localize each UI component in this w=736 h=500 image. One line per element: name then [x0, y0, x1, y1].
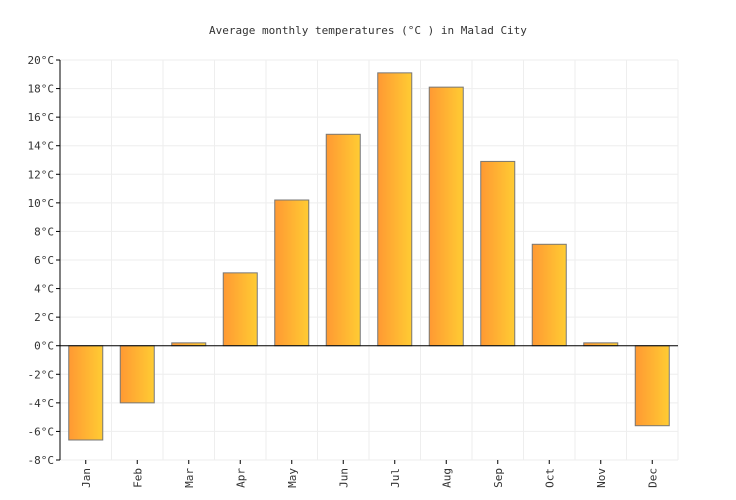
y-tick-label: -6°C — [28, 425, 55, 438]
bar-oct — [531, 243, 567, 347]
x-tick-label: Dec — [646, 468, 659, 488]
bar-apr — [222, 272, 258, 347]
y-tick-label: 8°C — [34, 225, 54, 238]
y-tick-label: 0°C — [34, 340, 54, 353]
x-tick-label: Jul — [389, 468, 402, 488]
y-tick-label: 2°C — [34, 311, 54, 324]
y-tick-label: 18°C — [28, 83, 55, 96]
bar-feb — [119, 345, 155, 404]
chart-title: Average monthly temperatures (°C ) in Ma… — [209, 24, 527, 37]
bar-jun — [325, 133, 361, 347]
bar-sep — [480, 160, 516, 347]
x-tick-label: Jan — [80, 468, 93, 488]
bar-jan — [68, 345, 104, 441]
x-tick-label: Oct — [543, 468, 556, 488]
y-tick-label: 16°C — [28, 111, 55, 124]
x-tick-label: Nov — [595, 468, 608, 488]
y-tick-label: 10°C — [28, 197, 55, 210]
bar-jul — [377, 72, 413, 347]
x-tick-label: Jun — [337, 468, 350, 488]
y-tick-label: 6°C — [34, 254, 54, 267]
bar-may — [274, 199, 310, 347]
y-tick-label: 4°C — [34, 283, 54, 296]
y-tick-label: -2°C — [28, 368, 55, 381]
y-tick-label: -4°C — [28, 397, 55, 410]
x-tick-label: Mar — [183, 468, 196, 488]
x-tick-label: Aug — [440, 468, 453, 488]
x-tick-label: Sep — [492, 468, 505, 488]
x-tick-label: May — [286, 468, 299, 488]
y-tick-label: 14°C — [28, 140, 55, 153]
y-tick-label: 20°C — [28, 54, 55, 67]
y-tick-label: 12°C — [28, 168, 55, 181]
bar-dec — [634, 345, 670, 427]
x-tick-label: Feb — [131, 468, 144, 488]
bar-aug — [428, 86, 464, 347]
x-tick-label: Apr — [234, 468, 247, 488]
y-tick-label: -8°C — [28, 454, 55, 467]
